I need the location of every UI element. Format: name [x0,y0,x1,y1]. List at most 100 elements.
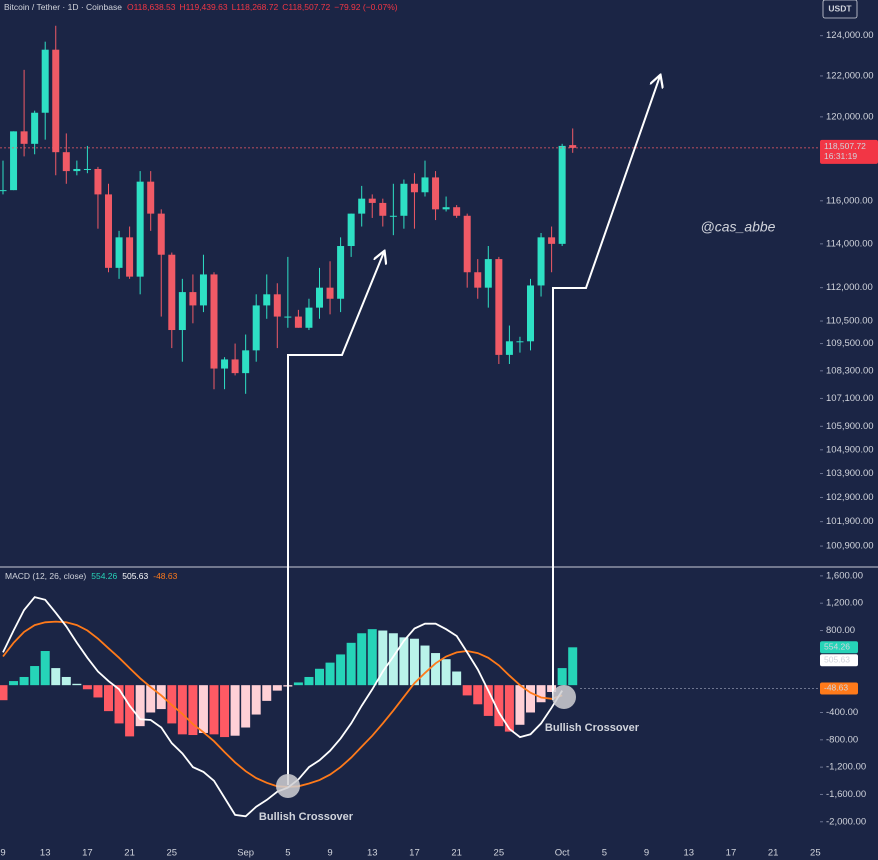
value-box [820,682,858,695]
histogram-bar [104,685,113,712]
x-tick-label: 17 [82,848,93,859]
histogram-bar [177,685,187,735]
y-tick-label: 103,900.00 [826,468,874,479]
candle-body [294,316,302,328]
candle-body [20,131,28,144]
histogram-bar [30,666,40,686]
x-tick-label: Sep [237,848,254,859]
histogram-bar [156,685,166,710]
candle-body [147,181,155,214]
y-tick-label: 120,000.00 [826,111,874,122]
y-tick-label: 124,000.00 [826,30,874,41]
histogram-bar [462,685,472,696]
currency: USDT [828,3,852,13]
candle-body [168,254,176,331]
candle-body [221,359,229,369]
histogram-bar [241,685,251,728]
value-box [820,654,858,667]
y-tick-label: 104,900.00 [826,444,874,455]
y-tick-label: 109,500.00 [826,338,874,349]
value-label: 505.63 [824,655,850,665]
histogram-bar [315,668,324,686]
histogram-bar [262,685,272,701]
y-tick-label: 107,100.00 [826,393,874,404]
candle-body [463,215,471,273]
histogram-bar [251,685,261,715]
y-tick-label: 116,000.00 [826,195,873,206]
histogram-bar [420,645,430,686]
candle-body [516,341,524,343]
candle-body [210,274,218,369]
candle-body [495,259,503,355]
ohlc-change: −79.92 (−0.07%) [334,2,397,12]
candle-body [527,285,534,342]
histogram-bar [51,668,61,686]
y-tick-label: 1,600.00 [826,570,863,581]
candle-body [410,183,418,193]
candle-body [558,145,566,244]
candle-body [136,181,144,277]
candle-body [62,152,70,172]
y-tick-label: 100,900.00 [826,541,874,552]
candle-body [157,213,165,255]
histogram-bar [114,685,124,724]
histogram-bar [272,685,282,691]
candle-body [0,190,7,192]
macd-legend: MACD (12, 26, close) 554.26 505.63 -48.63 [5,571,178,581]
candle-body [94,168,102,195]
histogram-bar [494,685,504,727]
y-tick-label: 105,900.00 [826,421,874,432]
histogram-bar [388,633,398,686]
histogram-bar [515,685,525,725]
value-label: -48.63 [824,683,848,693]
candle-body [73,168,81,172]
currency-box[interactable] [822,0,858,19]
y-tick-label: -800.00 [826,734,858,745]
histogram-bar [325,662,335,686]
histogram-bar [336,654,346,686]
candle-body [31,112,39,144]
histogram-bar [568,647,578,686]
y-tick-label: 800.00 [826,625,855,636]
y-tick-label: 101,900.00 [826,516,874,527]
histogram-bar [536,685,546,703]
y-tick-label: -2,000.00 [826,816,866,827]
candle-body [569,145,577,148]
macd-title: MACD (12, 26, close) [5,571,86,581]
x-tick-label: 21 [124,848,135,859]
countdown: 16:31:19 [824,151,857,161]
y-tick-label: -1,200.00 [826,762,866,773]
histogram-bar [431,653,441,686]
candle-body [105,194,112,268]
ohlc-close: C118,507.72 [282,2,330,12]
y-tick-label: -400.00 [826,707,858,718]
candle-body [337,246,345,299]
histogram-bar [357,633,367,686]
price-pane [0,25,820,394]
x-tick-label: 21 [451,848,462,859]
annotation: Bullish Crossover [259,811,354,823]
value-label: 554.26 [824,642,850,652]
candle-body [273,294,281,317]
histogram-bar [19,676,29,686]
x-tick-label: Oct [555,848,570,859]
x-tick-label: 9 [327,848,332,859]
candle-body [347,213,355,247]
candle-body [83,168,91,170]
ohlc-low: L118,268.72 [232,2,279,12]
x-tick-label: 21 [768,848,779,859]
y-tick-label: -1,600.00 [826,789,866,800]
candle-body [252,305,260,351]
histogram-bar [40,651,50,686]
y-tick-label: 108,300.00 [826,365,874,376]
candle-body [421,177,429,193]
arrow [552,76,660,700]
arrow [287,252,384,785]
histogram-bar [367,629,377,686]
candle-body [400,183,408,216]
y-tick-label: 102,900.00 [826,492,874,503]
histogram-bar [61,676,71,686]
histogram-bar [135,685,145,727]
candle-body [284,316,292,318]
